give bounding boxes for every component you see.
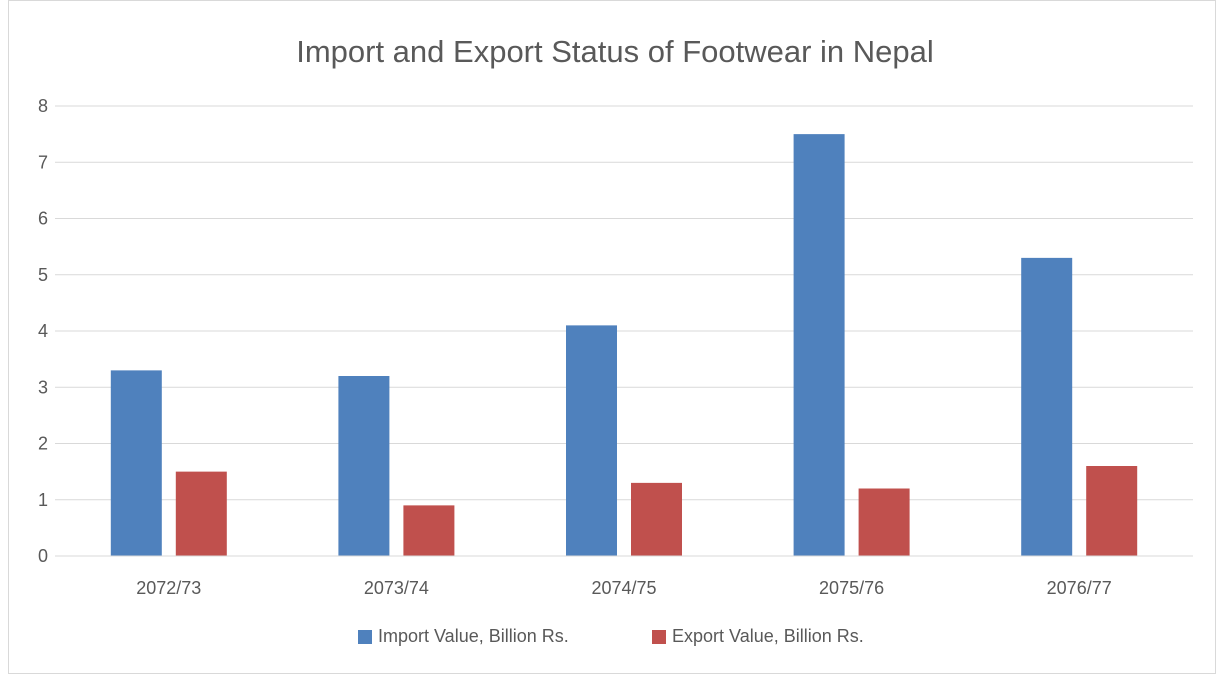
x-tick-label: 2076/77 — [1047, 578, 1112, 598]
legend-swatch-import — [358, 630, 372, 644]
legend: Import Value, Billion Rs. Export Value, B… — [358, 626, 864, 646]
x-tick-label: 2073/74 — [364, 578, 429, 598]
y-tick-label: 8 — [38, 96, 48, 116]
x-axis-ticks: 2072/73 2073/74 2074/75 2075/76 2076/77 — [136, 578, 1111, 598]
bar-import — [110, 370, 162, 556]
bars — [110, 134, 1138, 556]
y-tick-label: 6 — [38, 209, 48, 229]
bar-export — [175, 471, 227, 556]
bar-export — [1086, 466, 1138, 556]
x-tick-label: 2075/76 — [819, 578, 884, 598]
y-axis-ticks: 0 1 2 3 4 5 6 7 8 — [38, 96, 48, 566]
chart-title: Import and Export Status of Footwear in … — [296, 34, 934, 69]
legend-label-export: Export Value, Billion Rs. — [672, 626, 864, 646]
y-tick-label: 7 — [38, 152, 48, 172]
y-tick-label: 2 — [38, 434, 48, 454]
bar-import — [1021, 257, 1073, 556]
bar-export — [858, 488, 910, 556]
y-tick-label: 3 — [38, 377, 48, 397]
bar-import — [338, 376, 390, 556]
legend-swatch-export — [652, 630, 666, 644]
y-tick-label: 1 — [38, 490, 48, 510]
x-tick-label: 2072/73 — [136, 578, 201, 598]
y-tick-label: 5 — [38, 265, 48, 285]
y-tick-label: 0 — [38, 546, 48, 566]
legend-label-import: Import Value, Billion Rs. — [378, 626, 569, 646]
y-tick-label: 4 — [38, 321, 48, 341]
gridlines — [55, 105, 1193, 501]
bar-import — [793, 134, 845, 556]
bar-export — [631, 482, 682, 556]
bar-import — [566, 325, 617, 556]
x-tick-label: 2074/75 — [591, 578, 656, 598]
bar-export — [403, 505, 455, 556]
